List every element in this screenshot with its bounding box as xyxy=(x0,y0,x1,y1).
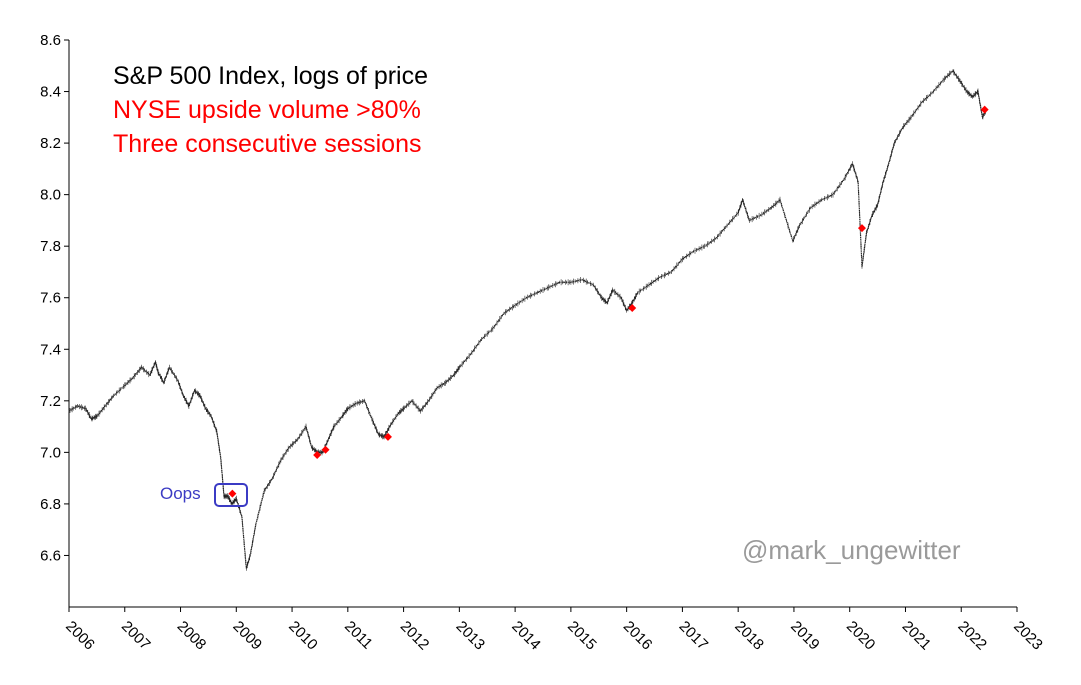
signal-marker xyxy=(383,432,392,441)
signal-marker xyxy=(628,304,637,313)
signal-marker xyxy=(857,224,866,233)
x-tick-label: 2012 xyxy=(397,618,433,654)
oops-annotation: Oops xyxy=(160,484,201,503)
oops-highlight-box xyxy=(214,483,248,507)
signal-marker xyxy=(313,450,322,459)
x-tick-label: 2010 xyxy=(285,618,321,654)
y-tick-label: 7.2 xyxy=(40,393,61,410)
y-tick-label: 6.6 xyxy=(40,547,61,564)
x-tick-label: 2009 xyxy=(229,618,265,654)
y-tick-label: 6.8 xyxy=(40,496,61,513)
x-tick-label: 2008 xyxy=(174,618,210,654)
signal-marker xyxy=(321,445,330,454)
x-tick-label: 2013 xyxy=(453,618,489,654)
chart-title-line-3: Three consecutive sessions xyxy=(113,130,422,158)
y-tick-label: 7.0 xyxy=(40,444,61,461)
x-tick-label: 2015 xyxy=(564,618,600,654)
x-tick-label: 2018 xyxy=(731,618,767,654)
x-tick-label: 2022 xyxy=(954,618,990,654)
chart-title-line-1: S&P 500 Index, logs of price xyxy=(113,62,429,90)
x-tick-label: 2007 xyxy=(118,618,154,654)
x-tick-label: 2017 xyxy=(676,618,712,654)
y-tick-label: 8.0 xyxy=(40,187,61,204)
chart-title-line-2: NYSE upside volume >80% xyxy=(113,96,421,124)
y-tick-label: 7.8 xyxy=(40,238,61,255)
y-tick-label: 8.6 xyxy=(40,32,61,49)
x-tick-label: 2019 xyxy=(787,618,823,654)
y-tick-label: 7.4 xyxy=(40,341,61,358)
x-tick-label: 2016 xyxy=(620,618,656,654)
signal-marker xyxy=(980,105,989,114)
y-tick-label: 8.4 xyxy=(40,84,61,101)
y-tick-label: 8.2 xyxy=(40,135,61,152)
x-tick-label: 2021 xyxy=(899,618,935,654)
series-range-bars xyxy=(68,69,987,571)
x-tick-label: 2014 xyxy=(508,618,544,654)
x-tick-label: 2006 xyxy=(62,618,98,654)
y-tick-label: 7.6 xyxy=(40,290,61,307)
signal-marker xyxy=(228,489,237,498)
x-tick-label: 2020 xyxy=(843,618,879,654)
author-watermark: @mark_ungewitter xyxy=(742,535,961,565)
x-tick-label: 2011 xyxy=(341,618,376,653)
x-tick-label: 2023 xyxy=(1010,618,1046,654)
